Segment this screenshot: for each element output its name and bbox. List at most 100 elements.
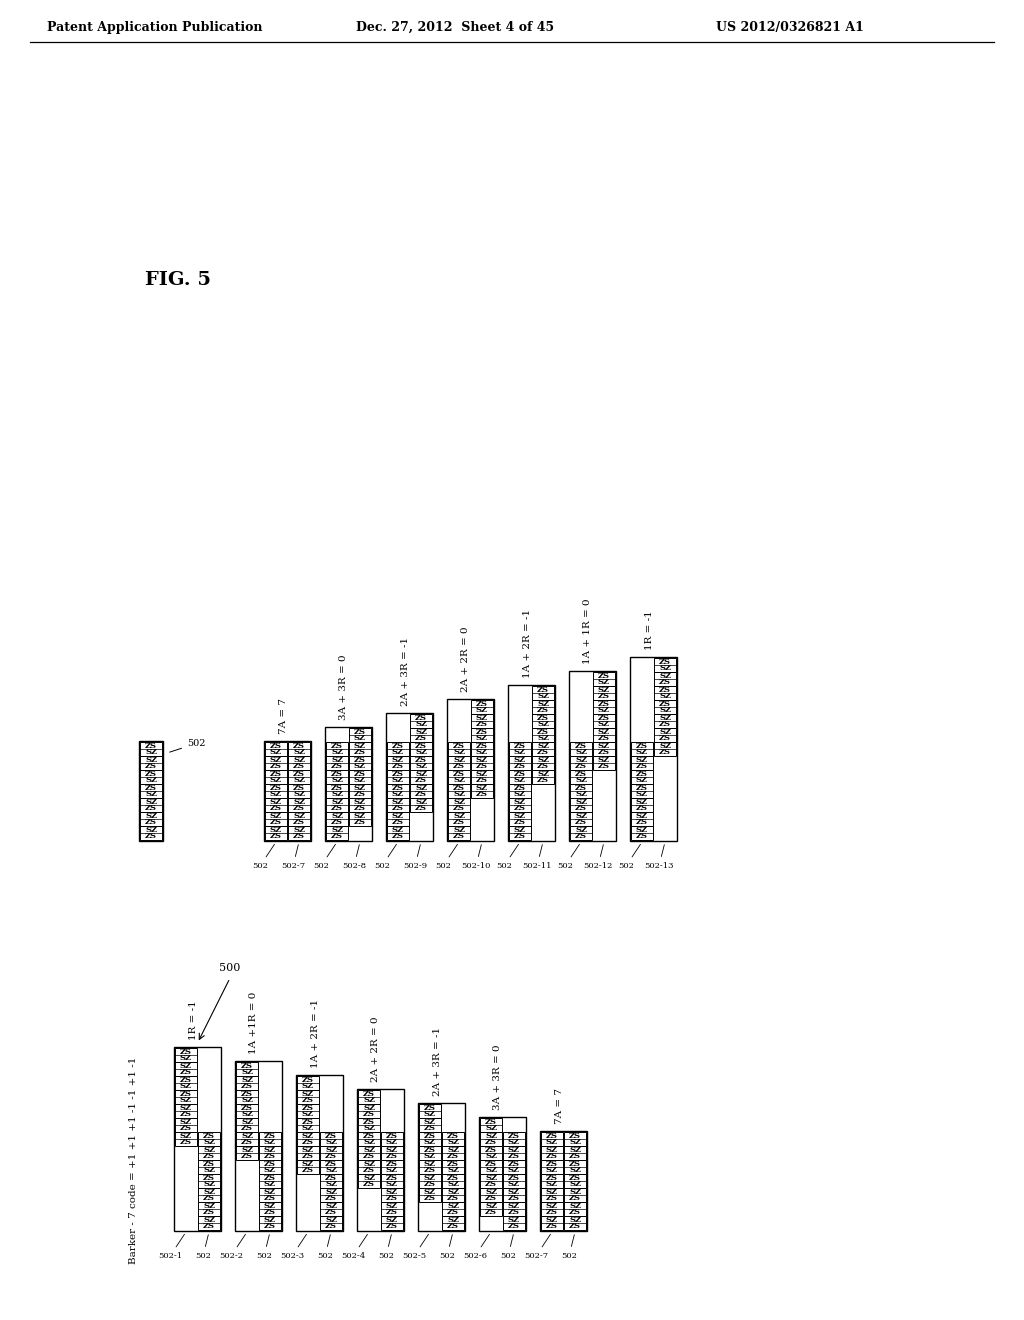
Text: SZ: SZ (424, 1138, 436, 1147)
Text: ZS: ZS (514, 804, 526, 813)
Bar (349, 742, 371, 756)
Text: ZS: ZS (659, 721, 671, 729)
Bar (387, 770, 409, 784)
Text: ZS: ZS (362, 1180, 375, 1188)
Text: SZ: SZ (514, 791, 526, 799)
Bar (265, 742, 287, 756)
Text: SZ: SZ (575, 812, 587, 820)
Text: ZS: ZS (546, 1159, 558, 1167)
Bar (140, 812, 162, 826)
Bar (140, 770, 162, 784)
Bar (140, 742, 162, 756)
Text: SZ: SZ (386, 1216, 398, 1224)
Text: SZ: SZ (537, 700, 549, 708)
Text: SZ: SZ (569, 1188, 581, 1196)
Text: SZ: SZ (270, 755, 282, 763)
Bar (471, 700, 493, 714)
Bar (532, 770, 554, 784)
Text: SZ: SZ (293, 791, 305, 799)
Text: SZ: SZ (546, 1180, 558, 1188)
Text: SZ: SZ (354, 763, 366, 771)
Bar (175, 1090, 197, 1104)
Text: 3A + 3R = 0: 3A + 3R = 0 (494, 1044, 503, 1110)
Text: ZS: ZS (386, 1152, 398, 1160)
Text: 502: 502 (618, 845, 640, 870)
Text: SZ: SZ (392, 825, 404, 833)
Text: SZ: SZ (447, 1188, 459, 1196)
Text: ZS: ZS (325, 1152, 337, 1160)
Text: SZ: SZ (325, 1146, 337, 1154)
Bar (265, 812, 287, 826)
Bar (593, 742, 615, 756)
Text: ZS: ZS (180, 1125, 193, 1133)
Text: SZ: SZ (476, 755, 488, 763)
Text: ZS: ZS (203, 1222, 215, 1230)
Text: SZ: SZ (453, 797, 465, 805)
Text: ZS: ZS (514, 784, 526, 792)
Bar (381, 1160, 403, 1173)
Text: SZ: SZ (508, 1146, 520, 1154)
Text: SZ: SZ (354, 742, 366, 750)
Text: ZS: ZS (302, 1104, 314, 1111)
Bar (503, 1216, 525, 1230)
Text: ZS: ZS (546, 1209, 558, 1217)
Bar (410, 714, 432, 729)
Text: 502-3: 502-3 (280, 1234, 306, 1261)
Text: ZS: ZS (485, 1138, 497, 1147)
Bar (631, 812, 653, 826)
Text: ZS: ZS (325, 1195, 337, 1203)
Text: SZ: SZ (302, 1159, 314, 1167)
Text: 502-11: 502-11 (522, 845, 552, 870)
Text: ZS: ZS (264, 1222, 276, 1230)
Bar (297, 1146, 319, 1160)
Text: SZ: SZ (362, 1173, 375, 1181)
Text: SZ: SZ (575, 791, 587, 799)
Bar (449, 770, 470, 784)
Text: ZS: ZS (575, 818, 587, 826)
Text: 502-8: 502-8 (342, 845, 366, 870)
Text: 7A = 7: 7A = 7 (279, 698, 288, 734)
Text: ZS: ZS (424, 1167, 436, 1175)
Text: ZS: ZS (514, 742, 526, 750)
Text: 502-7: 502-7 (524, 1234, 551, 1261)
Bar (564, 1160, 586, 1173)
Bar (532, 756, 554, 770)
Bar (297, 1090, 319, 1104)
Text: ZS: ZS (270, 804, 282, 813)
Bar (288, 770, 310, 784)
Text: ZS: ZS (302, 1097, 314, 1105)
Bar (198, 1203, 220, 1216)
Bar (236, 1090, 258, 1104)
Text: ZS: ZS (392, 784, 404, 792)
Text: SZ: SZ (447, 1201, 459, 1209)
Bar (349, 729, 371, 742)
Bar (449, 812, 470, 826)
Bar (326, 784, 348, 799)
Text: ZS: ZS (476, 742, 488, 750)
Text: SZ: SZ (485, 1125, 497, 1133)
Text: ZS: ZS (331, 833, 343, 841)
Text: ZS: ZS (598, 693, 610, 701)
Text: ZS: ZS (415, 804, 427, 813)
Text: SZ: SZ (636, 812, 648, 820)
Bar (236, 1076, 258, 1090)
Text: ZS: ZS (264, 1173, 276, 1181)
Bar (449, 826, 470, 840)
Text: ZS: ZS (424, 1125, 436, 1133)
Text: SZ: SZ (293, 812, 305, 820)
Text: 502: 502 (557, 845, 580, 870)
Text: ZS: ZS (354, 727, 366, 735)
Text: ZS: ZS (569, 1173, 581, 1181)
Bar (471, 756, 493, 770)
Text: ZS: ZS (354, 770, 366, 777)
Text: ZS: ZS (485, 1195, 497, 1203)
Text: SZ: SZ (508, 1201, 520, 1209)
Text: SZ: SZ (447, 1167, 459, 1175)
Text: 502: 502 (561, 1234, 577, 1261)
Text: SZ: SZ (508, 1216, 520, 1224)
Text: ZS: ZS (537, 685, 549, 693)
Text: ZS: ZS (270, 763, 282, 771)
Text: ZS: ZS (325, 1159, 337, 1167)
Text: ZS: ZS (241, 1089, 253, 1097)
Bar (319, 1160, 342, 1173)
